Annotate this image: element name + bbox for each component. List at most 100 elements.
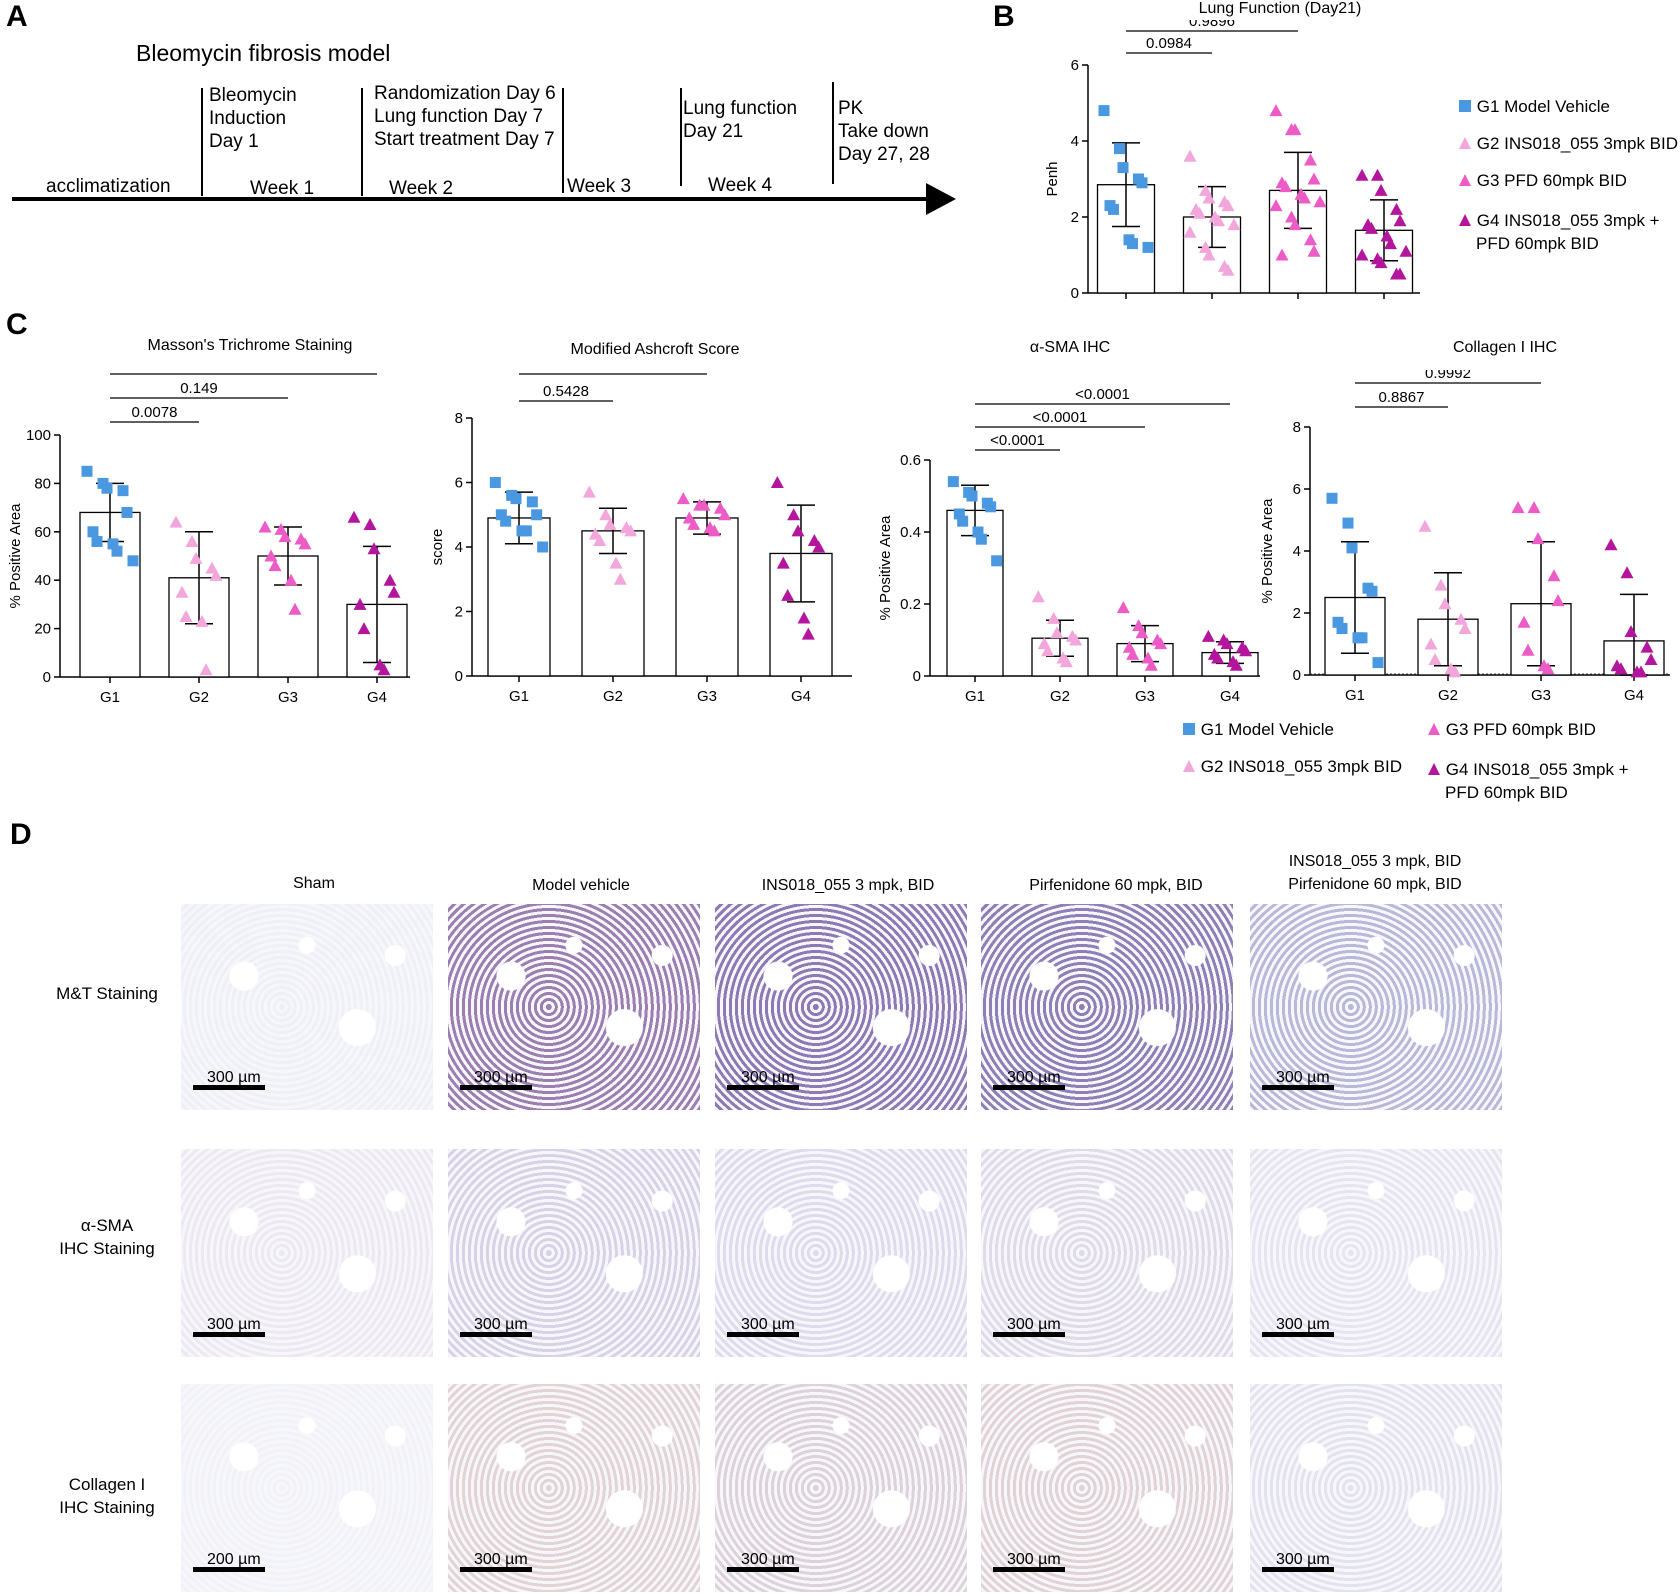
p-value-label: 0.5428 [543,383,589,400]
data-point [1183,225,1197,238]
data-point [599,508,613,521]
chart-title-lung: Lung Function (Day21) [1198,0,1362,17]
p-value-label: 0.0984 [1146,35,1192,52]
data-point [1298,191,1311,204]
data-point [185,534,199,547]
triangle-marker-icon [1459,214,1471,226]
data-point [1202,191,1216,204]
data-point [1640,640,1654,653]
data-point [1365,221,1378,234]
timeline-tick [680,88,682,186]
y-tick-label: 0 [43,669,51,686]
data-point [985,501,997,513]
y-tick-label: 40 [34,572,51,589]
data-point [1527,501,1541,514]
data-point [510,493,522,505]
y-tick-label: 8 [1293,419,1301,436]
data-point [1517,615,1531,628]
row-header-mt: M&T Staining [56,984,158,1003]
y-tick-label: 0.2 [900,596,921,613]
data-point [363,518,377,531]
scale-bar-label: 300 µm [741,1316,795,1333]
data-point [1108,203,1119,215]
y-tick-label: 4 [1071,133,1079,150]
data-point [1220,637,1234,650]
data-point [264,549,278,562]
y-tick-label: 100 [26,427,51,444]
data-point [776,556,790,569]
data-point [1355,248,1369,261]
data-point [1239,644,1253,657]
data-point [687,517,701,530]
scale-bar-label: 300 µm [1007,1551,1061,1568]
timeline-arrowhead [926,183,956,215]
timeline-tick [562,88,564,193]
data-point [107,538,119,550]
data-point [812,540,826,553]
p-value-label: 0.998 [594,370,632,373]
scale-bar [460,1567,532,1572]
data-point [91,535,103,547]
data-point [801,627,815,640]
data-point [169,515,183,528]
data-point [781,588,795,601]
scale-bar [193,1332,265,1337]
data-point [179,610,193,622]
triangle-marker-icon [1459,174,1471,186]
chart-collagen: 0 2 4 6 8 % Positive Area G1 G2 G3 G4 0.88670.9992… [1259,370,1670,704]
panel-label-a: A [6,0,28,33]
data-point [1212,214,1225,227]
data-point [1390,202,1403,215]
x-tick-label: G2 [1438,687,1458,704]
data-point [1418,519,1432,532]
x-tick-label: G2 [1050,688,1070,705]
chart-title-collagen: Collagen I IHC [1452,339,1558,356]
data-point [189,551,203,564]
data-point [1307,172,1321,185]
timeline-week: Week 2 [389,178,454,199]
column-header-sham: Sham [293,875,335,892]
data-point [1428,653,1442,665]
legend-item-g2: G2 INS018_055 3mpk BID [1458,132,1678,155]
data-point [1116,601,1130,614]
data-point [1304,153,1317,166]
micrograph-image: 300 µm [1250,904,1502,1110]
data-point [676,492,690,505]
data-point [111,545,123,557]
bar [946,509,1004,677]
data-point [1366,585,1378,597]
p-value-label: <0.0001 [990,432,1045,449]
data-point [1511,501,1525,514]
micrograph-image: 300 µm [181,904,433,1110]
chart-masson: 0 20 40 60 80 100 % Positive Area G1 G2 G3 G4 0.007… [7,370,410,706]
p-value-label: <0.0001 [1075,386,1130,403]
data-point [613,572,627,585]
data-point [87,526,99,538]
y-axis-label: score [429,529,446,566]
data-point [1193,206,1206,219]
micrograph-image: 300 µm [715,1149,967,1357]
data-point [1531,532,1545,545]
data-point [383,573,397,586]
data-point [787,508,801,521]
y-tick-label: 60 [34,524,51,541]
timeline-event: Randomization Day 6 Lung function Day 7 … [374,83,556,150]
data-point [1614,662,1628,675]
y-tick-label: 6 [1293,481,1301,498]
legend-item-g4-cont: PFD 60mpk BID [1476,234,1599,253]
data-point [1069,633,1083,646]
data-point [603,517,617,530]
data-point [1644,653,1658,665]
data-point [1202,248,1216,261]
legend-item-g4-cont: PFD 60mpk BID [1445,783,1568,802]
y-axis-label: % Positive Area [877,515,894,621]
micrograph-image: 300 µm [981,1384,1233,1592]
x-tick-label: G1 [100,689,120,706]
square-marker-icon [1459,100,1471,112]
data-point [489,477,501,488]
column-header-pirfenidone: Pirfenidone 60 mpk, BID [1029,877,1203,894]
scale-bar [1262,1332,1334,1337]
y-tick-label: 4 [1293,543,1301,560]
data-point [582,485,596,498]
